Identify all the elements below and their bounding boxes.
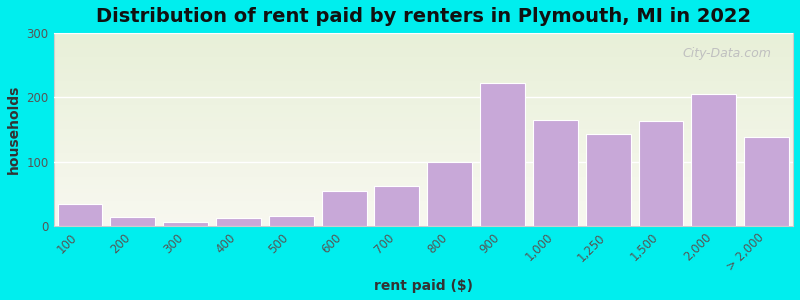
X-axis label: rent paid ($): rent paid ($): [374, 279, 473, 293]
Bar: [427, 162, 472, 226]
Y-axis label: households: households: [7, 85, 21, 174]
Bar: [269, 216, 314, 226]
Bar: [691, 94, 736, 226]
Bar: [58, 204, 102, 226]
Bar: [586, 134, 630, 226]
Bar: [744, 137, 789, 226]
Bar: [110, 217, 155, 226]
Title: Distribution of rent paid by renters in Plymouth, MI in 2022: Distribution of rent paid by renters in …: [96, 7, 751, 26]
Bar: [480, 83, 525, 226]
Bar: [638, 121, 683, 226]
Bar: [533, 120, 578, 226]
Bar: [374, 186, 419, 226]
Text: City-Data.com: City-Data.com: [682, 46, 771, 60]
Bar: [163, 222, 208, 226]
Bar: [322, 191, 366, 226]
Bar: [216, 218, 261, 226]
